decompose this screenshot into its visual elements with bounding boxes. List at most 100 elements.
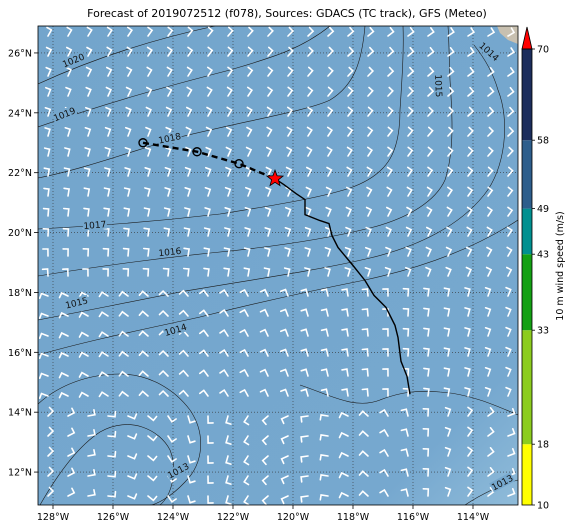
wind-barb	[423, 347, 430, 357]
wind-barb	[106, 66, 113, 77]
wind-barb	[219, 368, 229, 377]
wind-barb	[341, 348, 349, 357]
wind-barb	[147, 435, 158, 442]
wind-barb	[382, 388, 389, 397]
wind-barb	[443, 347, 451, 357]
colorbar-extend-arrow	[521, 26, 533, 50]
wind-barb	[307, 26, 315, 37]
wind-barb	[422, 468, 430, 477]
wind-barb	[158, 309, 169, 317]
wind-barb	[423, 287, 430, 297]
wind-barb	[467, 426, 474, 437]
wind-barb	[427, 146, 434, 157]
wind-barb	[219, 308, 229, 317]
wind-barb	[118, 390, 129, 397]
wind-barb	[287, 86, 294, 97]
isobar-label-bg	[433, 73, 445, 98]
wind-barb	[379, 448, 389, 457]
wind-barb	[300, 328, 309, 337]
wind-barb	[164, 167, 172, 177]
colorbar-tick-label: 49	[537, 204, 549, 215]
wind-barb	[507, 86, 515, 97]
wind-barb	[400, 448, 409, 457]
wind-barb	[361, 348, 369, 357]
lat-tick-label: 14°N	[8, 408, 32, 419]
wind-barb	[466, 226, 473, 237]
lat-tick-label: 16°N	[8, 348, 32, 359]
wind-barb	[467, 126, 474, 137]
wind-barb	[364, 267, 372, 277]
wind-barb	[259, 348, 269, 357]
wind-barb	[207, 475, 214, 484]
wind-barb	[402, 327, 410, 337]
colorbar: 10 18 33 43 49 58 70	[521, 26, 549, 512]
wind-barb	[225, 495, 232, 505]
isobar-label-bg	[489, 472, 516, 493]
wind-barb	[261, 435, 269, 446]
wind-barb	[187, 435, 196, 444]
wind-barb	[407, 66, 415, 77]
forecast-position-marker	[138, 138, 148, 148]
lon-tick-label: 118°W	[337, 512, 370, 523]
wind-barb	[387, 66, 395, 77]
wind-barb	[127, 413, 138, 420]
wind-barb	[178, 309, 189, 317]
wind-barb	[487, 427, 495, 437]
colorbar-tick-label: 18	[537, 440, 549, 451]
colorbar-segment	[522, 330, 532, 445]
wind-barb	[358, 410, 369, 417]
wind-barb	[280, 308, 289, 317]
wind-barb	[58, 291, 69, 299]
wind-barb	[484, 387, 492, 397]
wind-barb	[485, 266, 493, 277]
isobar-label-text: 1015	[432, 74, 443, 97]
wind-barb	[219, 328, 229, 337]
wind-barb	[118, 330, 129, 337]
wind-barb	[146, 66, 153, 77]
wind-barb	[300, 455, 309, 463]
wind-barb	[346, 166, 353, 177]
wind-barb	[183, 227, 191, 237]
wind-barb	[184, 166, 192, 177]
isobar-label: 1015	[432, 73, 445, 98]
wind-barb	[87, 469, 96, 477]
wind-barb	[226, 86, 233, 97]
wind-barb	[66, 26, 73, 37]
wind-barb	[467, 146, 474, 157]
wind-barb	[243, 247, 251, 257]
wind-barb	[365, 206, 373, 217]
wind-barb	[83, 187, 91, 197]
wind-barb	[259, 368, 269, 377]
wind-barb	[207, 415, 214, 424]
isobar-label-bg	[60, 50, 87, 70]
wind-barb	[405, 226, 413, 237]
wind-barb	[384, 266, 392, 277]
wind-barb	[203, 247, 211, 257]
wind-barb	[300, 388, 309, 397]
wind-barb	[385, 246, 392, 257]
wind-barb	[223, 267, 231, 277]
wind-barb	[207, 66, 214, 77]
wind-barb	[147, 26, 154, 37]
wind-barb	[507, 47, 516, 57]
wind-barb	[287, 106, 294, 117]
wind-barb	[327, 66, 334, 77]
colorbar-tick-label: 10	[537, 501, 549, 512]
wind-barb	[239, 348, 249, 357]
wind-barb	[227, 46, 234, 57]
wind-barb	[65, 66, 72, 77]
wind-barb	[78, 391, 89, 398]
wind-barb	[319, 453, 329, 461]
wind-barb	[178, 369, 189, 377]
wind-barb	[102, 268, 109, 277]
wind-barb	[82, 268, 89, 277]
wind-barb	[185, 146, 192, 157]
wind-barb	[226, 126, 233, 137]
wind-barb	[125, 106, 132, 117]
wind-barb	[205, 166, 212, 177]
lat-tick-label: 24°N	[8, 108, 32, 119]
wind-barb	[122, 268, 130, 277]
wind-barb	[464, 327, 471, 337]
wind-barb	[426, 206, 433, 217]
colorbar-tick-label: 43	[537, 250, 549, 261]
